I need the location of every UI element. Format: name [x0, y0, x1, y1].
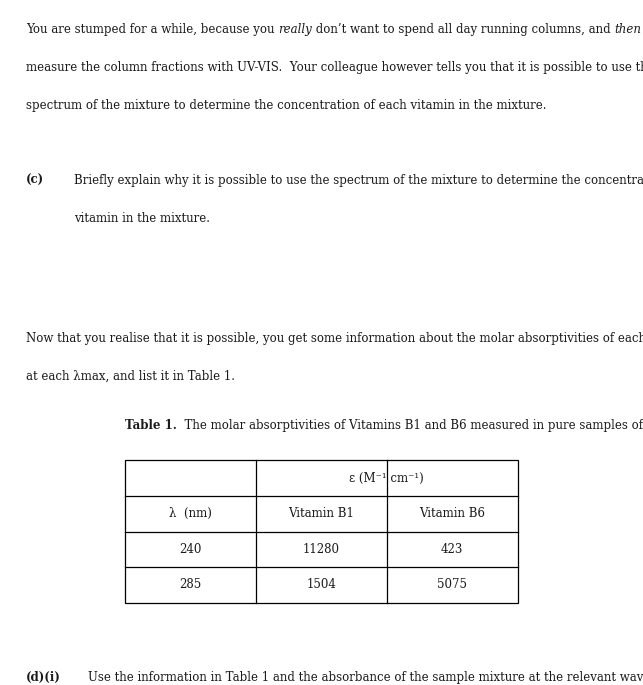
Text: 11280: 11280	[303, 543, 340, 556]
Text: 1504: 1504	[307, 579, 336, 591]
Text: measure the column fractions with UV-VIS.  Your colleague however tells you that: measure the column fractions with UV-VIS…	[26, 61, 643, 74]
Text: Table 1.: Table 1.	[125, 419, 177, 432]
Text: (d)(i): (d)(i)	[26, 671, 60, 684]
Text: λ  (nm): λ (nm)	[169, 508, 212, 520]
Text: 240: 240	[179, 543, 202, 556]
Text: Now that you realise that it is possible, you get some information about the mol: Now that you realise that it is possible…	[26, 332, 643, 345]
Text: The molar absorptivities of Vitamins B1 and B6 measured in pure samples of each.: The molar absorptivities of Vitamins B1 …	[177, 419, 643, 432]
Text: Use the information in Table 1 and the absorbance of the sample mixture at the r: Use the information in Table 1 and the a…	[88, 671, 643, 684]
Text: spectrum of the mixture to determine the concentration of each vitamin in the mi: spectrum of the mixture to determine the…	[26, 99, 546, 112]
Text: really: really	[278, 23, 312, 36]
Text: You are stumped for a while, because you: You are stumped for a while, because you	[26, 23, 278, 36]
Text: 285: 285	[179, 579, 202, 591]
Text: 5075: 5075	[437, 579, 467, 591]
Text: don’t want to spend all day running columns, and: don’t want to spend all day running colu…	[312, 23, 614, 36]
Text: Briefly explain why it is possible to use the spectrum of the mixture to determi: Briefly explain why it is possible to us…	[74, 174, 643, 187]
Text: having to: having to	[641, 23, 643, 36]
Text: ε (M⁻¹ cm⁻¹): ε (M⁻¹ cm⁻¹)	[350, 472, 424, 484]
Text: at each λmax, and list it in Table 1.: at each λmax, and list it in Table 1.	[26, 370, 235, 383]
Text: vitamin in the mixture.: vitamin in the mixture.	[74, 212, 210, 225]
Bar	[125, 460, 518, 603]
Text: Vitamin B6: Vitamin B6	[419, 508, 485, 520]
Text: (c): (c)	[26, 174, 44, 187]
Text: 423: 423	[441, 543, 464, 556]
Text: Vitamin B1: Vitamin B1	[289, 508, 354, 520]
Text: then: then	[614, 23, 641, 36]
